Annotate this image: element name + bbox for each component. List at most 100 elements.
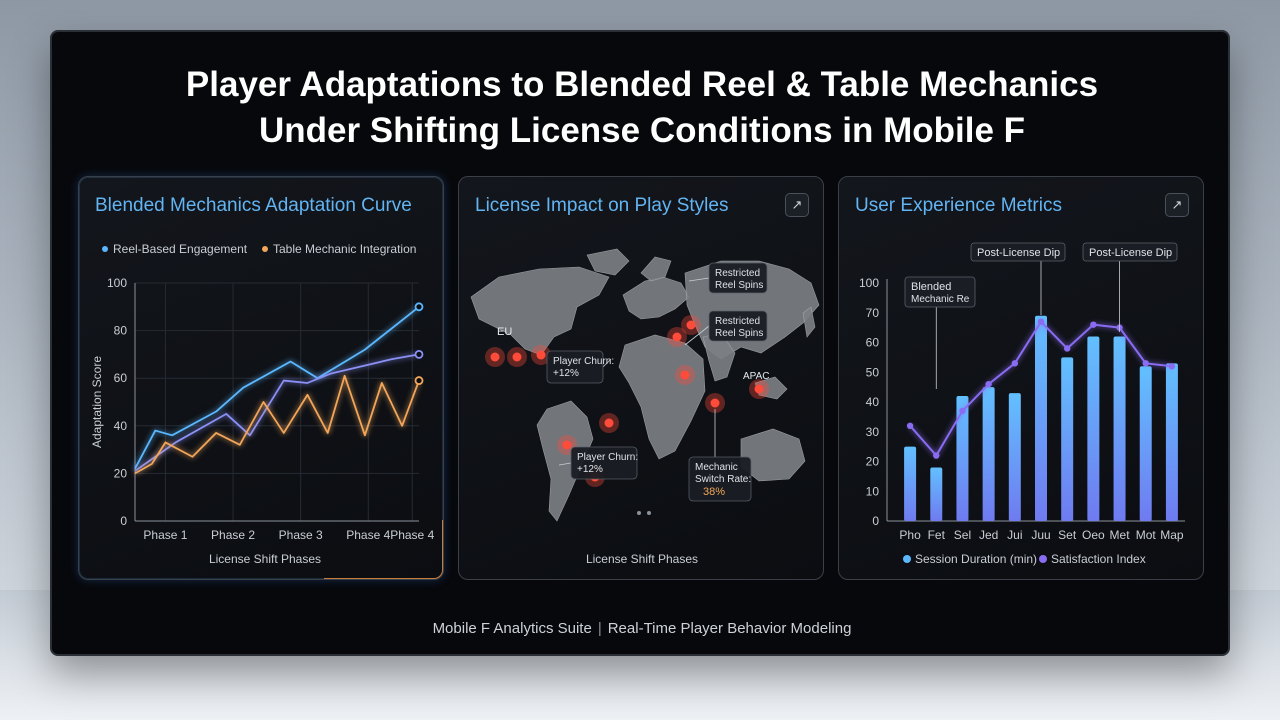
callout-box (708, 262, 768, 294)
legend-label: Satisfaction Index (1051, 552, 1146, 566)
callout-box (688, 456, 752, 502)
callout-leader (558, 462, 572, 466)
x-tick-label: Mot (1136, 528, 1157, 542)
callout-text: Player Churn: (577, 452, 638, 463)
annotation-text: Post-License Dip (1089, 247, 1172, 259)
hotspot-dot (710, 398, 720, 408)
bar (982, 387, 995, 521)
panel-adaptation-curve: Blended Mechanics Adaptation Curve Reel-… (78, 176, 444, 580)
hotspot-dot (512, 352, 522, 362)
callout-text: Reel Spins (715, 280, 763, 291)
footer-caption: Mobile F Analytics Suite | Real-Time Playe… (52, 620, 1228, 637)
legend-marker (1039, 555, 1047, 563)
page-title: Player Adaptations to Blended Reel & Tab… (52, 62, 1228, 154)
line-point (959, 407, 966, 415)
panel-title-adaptation: Blended Mechanics Adaptation Curve (95, 195, 412, 216)
series-line (134, 374, 420, 475)
callout-leader (602, 358, 612, 368)
callout-box (546, 350, 604, 384)
x-tick-label: Phase 2 (211, 528, 255, 542)
x-tick-label: Met (1110, 528, 1131, 542)
title-line-2: Under Shifting License Conditions in Mob… (258, 111, 1026, 150)
y-axis-label: Adaptation Score (90, 356, 104, 448)
x-tick-label: Set (1058, 528, 1077, 542)
ux-bar-line-chart: 0 10 20 30 40 50 60 70 100 Pho Fet Sel Jed Jui Juu Set O… (859, 242, 1185, 566)
line-point (1090, 321, 1097, 328)
y-tick-label: 70 (866, 306, 880, 320)
title-line-1: Player Adaptations to Blended Reel & Tab… (185, 65, 1099, 104)
annotation-text: Mechanic Re (911, 294, 970, 305)
land-mass (622, 276, 690, 320)
hotspot-dot (672, 332, 682, 342)
legend-label: Table Mechanic Integration (273, 242, 416, 256)
annotation-box (970, 242, 1066, 262)
series-end-marker (414, 302, 424, 312)
y-tick-label: 0 (120, 514, 127, 528)
series-line (134, 353, 420, 472)
series-end-marker (414, 376, 424, 385)
expand-icon[interactable]: ↗ (1165, 193, 1189, 217)
legend-label: Session Duration (min) (915, 552, 1037, 566)
panel-ux-metrics: User Experience Metrics ↗ 0 10 20 30 40 50 60 7… (838, 176, 1204, 580)
footer-tagline: Real-Time Player Behavior Modeling (607, 620, 852, 637)
display-screen: Player Adaptations to Blended Reel & Tab… (50, 30, 1230, 656)
x-tick-label: Sel (954, 528, 971, 542)
bar (1061, 357, 1074, 521)
y-tick-label: 50 (866, 365, 880, 379)
land-mass (802, 306, 816, 338)
x-tick-label: Phase 4 (390, 528, 434, 542)
callout-text: +12% (577, 464, 603, 475)
bar (930, 467, 943, 521)
pager-dot (647, 511, 651, 515)
x-tick-label: Phase 3 (279, 528, 323, 542)
x-tick-label: Jui (1007, 528, 1022, 542)
bar (1008, 393, 1021, 521)
callout-leader (688, 277, 710, 282)
expand-icon[interactable]: ↗ (785, 193, 809, 217)
y-tick-label: 40 (866, 395, 880, 409)
callout-text: Player Churn: (553, 356, 614, 367)
x-tick-label: Map (1160, 528, 1184, 542)
line-point (933, 452, 940, 459)
hotspot-dot (680, 370, 690, 380)
y-tick-label: 40 (114, 419, 128, 433)
line-point (1011, 360, 1019, 367)
bar (1139, 366, 1152, 521)
y-tick-label: 20 (866, 455, 880, 469)
adaptation-line-chart: Reel-Based Engagement Table Mechanic Inte… (90, 242, 435, 566)
bar (1113, 336, 1126, 521)
x-tick-label: Phase 1 (143, 528, 187, 542)
panel-title-license: License Impact on Play Styles (475, 195, 729, 216)
bar (904, 446, 917, 521)
y-tick-label: 0 (872, 514, 879, 528)
y-tick-label: 10 (866, 484, 880, 498)
y-tick-label: 60 (866, 336, 880, 350)
y-tick-label: 100 (859, 276, 879, 290)
line-point (1063, 345, 1071, 352)
callout-leader (684, 325, 710, 346)
region-label: APAC (743, 371, 770, 382)
bar (1165, 363, 1178, 521)
pager-dot (637, 511, 641, 515)
legend-label: Reel-Based Engagement (113, 242, 248, 256)
footer-suite-name: Mobile F Analytics Suite (432, 620, 592, 637)
annotation-box (904, 276, 976, 308)
y-tick-label: 80 (114, 324, 128, 338)
callout-text: Reel Spins (715, 328, 763, 339)
legend-marker (102, 246, 108, 252)
annotation-text: Post-License Dip (977, 247, 1060, 259)
x-tick-label: Fet (928, 528, 946, 542)
panel-license-impact: License Impact on Play Styles ↗ EU APAC Re… (458, 176, 824, 580)
x-axis-label: License Shift Phases (586, 552, 698, 566)
bar (956, 396, 969, 521)
hotspot-dot (604, 418, 614, 428)
hotspot-dot (562, 440, 572, 450)
y-tick-label: 60 (114, 371, 128, 385)
bar (1087, 336, 1100, 521)
y-tick-label: 30 (866, 425, 880, 439)
callout-text: Restricted (715, 316, 760, 327)
annotation-text: Blended (911, 281, 951, 293)
y-tick-label: 20 (114, 466, 128, 480)
line-point (1142, 360, 1149, 367)
